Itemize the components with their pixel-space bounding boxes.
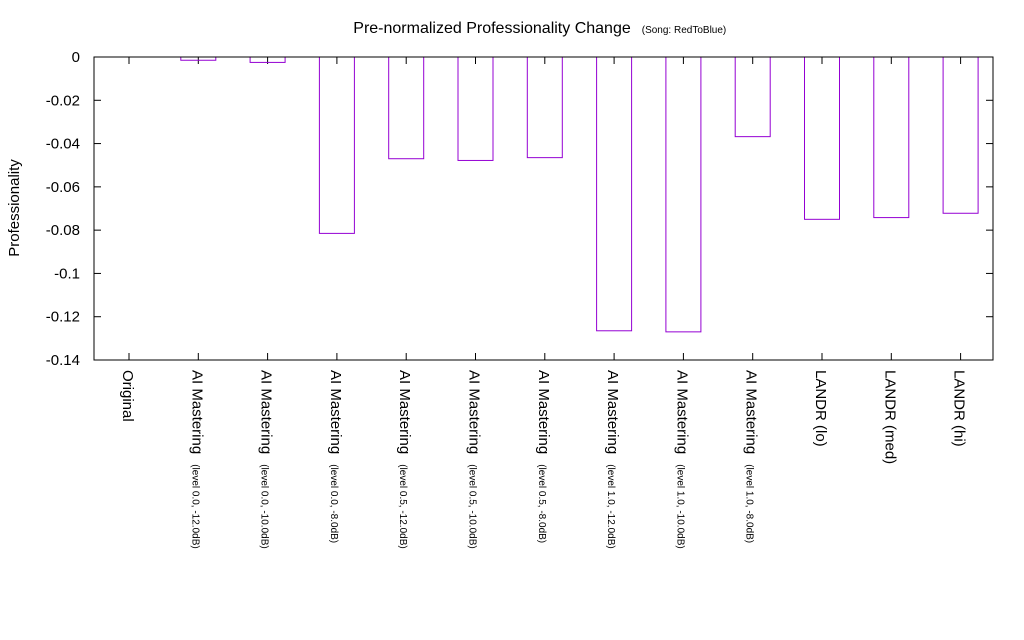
y-tick-label: 0 [72,49,80,66]
x-tick-label-main: AI Mastering [396,370,413,454]
bar [942,56,979,214]
x-tick-label-main: AI Mastering [604,370,621,454]
x-tick-label-text: AI Mastering (level 0.5, -8.0dB) [535,370,552,543]
y-tick-label: -0.12 [46,309,80,326]
x-tick-label: LANDR (lo) [812,370,829,447]
x-tick-label-main: AI Mastering [535,370,552,454]
y-tick-label: -0.04 [46,136,80,153]
x-tick-label: LANDR (med) [881,370,898,464]
x-tick-label-main: AI Mastering [188,370,205,454]
x-tick-labels: Original AI Mastering (level 0.0, -12.0dB)… [119,370,968,549]
y-tick-label: -0.08 [46,222,80,239]
bar [318,56,355,234]
bar [734,56,771,138]
bars [180,56,979,333]
plot-frame [93,56,994,361]
bar [457,56,494,161]
x-tick-label: AI Mastering (level 0.0, -10.0dB) [258,370,275,549]
bar [804,56,840,220]
x-tick-label-text: LANDR (hi) [951,370,968,447]
x-tick-label-text: Original [119,370,136,422]
x-tick-label-sub: (level 0.5, -8.0dB) [536,464,547,543]
x-tick-label-main: AI Mastering [673,370,690,454]
bar [596,56,633,332]
x-tick-label-main: AI Mastering [466,370,483,454]
x-tick-label-sub: (level 1.0, -12.0dB) [605,464,616,549]
x-tick-label-sub: (level 0.5, -12.0dB) [397,464,408,549]
x-tick-label-text: AI Mastering (level 0.0, -10.0dB) [258,370,275,549]
chart-subtitle: (Song: RedToBlue) [642,25,727,36]
x-tick-label-text: LANDR (med) [881,370,898,464]
y-axis-label: Professionality [6,159,23,257]
x-tick-label-main: LANDR (hi) [951,370,968,447]
y-tick-label: -0.1 [54,265,80,282]
y-ticks: 0 -0.02 -0.04 -0.06 -0.08 -0.1 -0.12 -0.14 [46,49,993,369]
y-tick-label: -0.02 [46,92,80,109]
x-tick-label-main: AI Mastering [327,370,344,454]
bar [873,56,910,219]
x-tick-label-main: LANDR (med) [881,370,898,464]
x-tick-label: AI Mastering (level 1.0, -10.0dB) [673,370,690,549]
x-tick-label-sub: (level 0.5, -10.0dB) [467,464,478,549]
x-tick-label-sub: (level 0.0, -10.0dB) [259,464,270,549]
x-tick-label-text: LANDR (lo) [812,370,829,447]
bar [526,56,563,159]
x-tick-label: AI Mastering (level 0.5, -8.0dB) [535,370,552,543]
x-tick-label-text: AI Mastering (level 1.0, -12.0dB) [604,370,621,549]
bar [665,56,702,333]
x-tick-label-main: AI Mastering [743,370,760,454]
y-tick-label: -0.06 [46,179,80,196]
x-tick-label: AI Mastering (level 0.0, -12.0dB) [188,370,205,549]
x-tick-label: Original [119,370,136,422]
x-tick-label-sub: (level 0.0, -8.0dB) [328,464,339,543]
chart-title: Pre-normalized Professionality Change [353,20,631,37]
x-tick-label-main: LANDR (lo) [812,370,829,447]
x-tick-label-text: AI Mastering (level 1.0, -10.0dB) [673,370,690,549]
x-tick-label-text: AI Mastering (level 1.0, -8.0dB) [743,370,760,543]
x-tick-label: LANDR (hi) [951,370,968,447]
y-tick-label: -0.14 [46,352,80,369]
x-tick-label-text: AI Mastering (level 0.5, -10.0dB) [466,370,483,549]
x-tick-label: AI Mastering (level 0.0, -8.0dB) [327,370,344,543]
x-tick-label: AI Mastering (level 0.5, -10.0dB) [466,370,483,549]
x-tick-label-sub: (level 0.0, -12.0dB) [189,464,200,549]
x-tick-label-sub: (level 1.0, -10.0dB) [674,464,685,549]
x-tick-label-text: AI Mastering (level 0.0, -8.0dB) [327,370,344,543]
x-tick-label-text: AI Mastering (level 0.5, -12.0dB) [396,370,413,549]
x-tick-label: AI Mastering (level 0.5, -12.0dB) [396,370,413,549]
x-tick-label-main: Original [119,370,136,422]
x-tick-label-text: AI Mastering (level 0.0, -12.0dB) [188,370,205,549]
bar [388,56,425,160]
x-tick-label-main: AI Mastering [258,370,275,454]
x-tick-label-sub: (level 1.0, -8.0dB) [744,464,755,543]
x-tick-label: AI Mastering (level 1.0, -8.0dB) [743,370,760,543]
x-tick-label: AI Mastering (level 1.0, -12.0dB) [604,370,621,549]
